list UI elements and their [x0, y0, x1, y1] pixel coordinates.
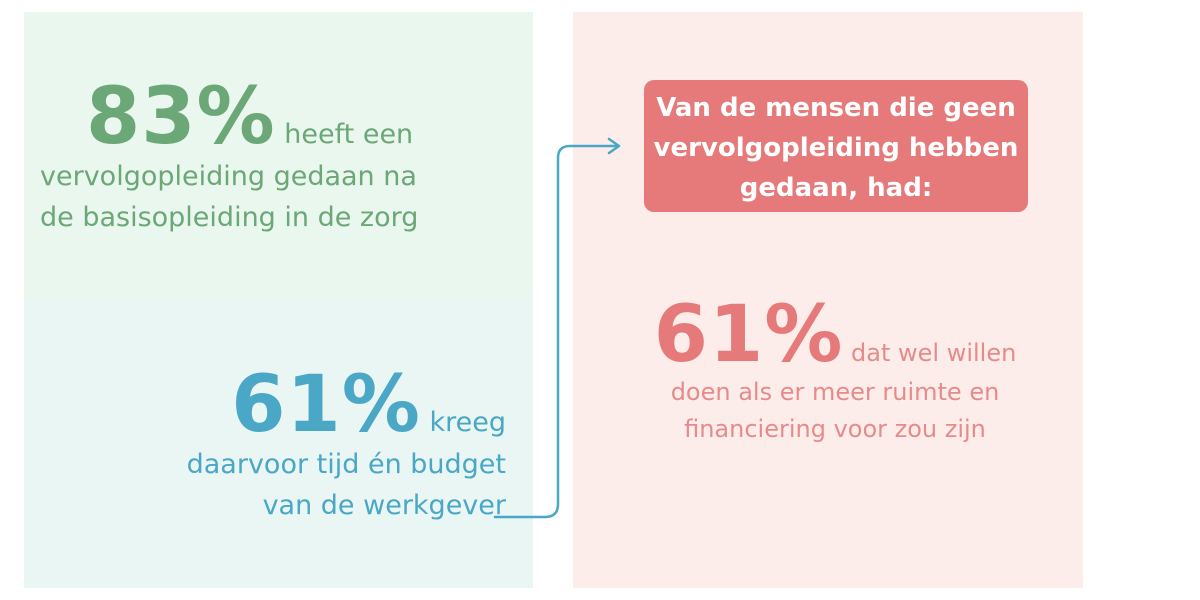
callout-line1: Van de mensen die geen	[656, 93, 1016, 123]
callout-line2: vervolgopleiding hebben	[653, 133, 1019, 163]
stat-83-first-line: 83% heeft een	[40, 78, 520, 156]
stat-61-teal-text-line2: daarvoor tijd én budget	[186, 449, 506, 480]
stat-61-teal-text-line1: kreeg	[429, 407, 506, 438]
stat-61-pink-first-line: 61% dat wel willen	[600, 296, 1070, 374]
stat-83-block: 83% heeft een vervolgopleiding gedaan na…	[40, 78, 520, 238]
stat-61-pink-block: 61% dat wel willen doen als er meer ruim…	[600, 296, 1070, 448]
stat-83-value: 83%	[86, 72, 276, 162]
stat-61-teal-first-line: 61% kreeg	[60, 366, 506, 444]
teal-panel	[24, 299, 533, 588]
stat-83-text-line1: heeft een	[284, 119, 414, 150]
stat-83-text-line3: de basisopleiding in de zorg	[40, 202, 419, 233]
stat-83-text-line2: vervolgopleiding gedaan na	[40, 161, 417, 192]
stat-61-pink-text-line3: financiering voor zou zijn	[684, 415, 986, 443]
callout-line3: gedaan, had:	[739, 173, 933, 203]
stat-61-teal-block: 61% kreeg daarvoor tijd én budget van de…	[60, 366, 506, 526]
stat-61-pink-text-line1: dat wel willen	[851, 339, 1017, 367]
stat-61-pink-value: 61%	[653, 290, 844, 380]
stat-61-teal-text-line3: van de werkgever	[262, 490, 506, 521]
green-panel	[24, 12, 533, 299]
stat-61-teal-value: 61%	[231, 360, 421, 450]
stat-61-pink-text-line2: doen als er meer ruimte en	[670, 378, 1000, 406]
callout-box: Van de mensen die geen vervolgopleiding …	[644, 80, 1028, 212]
